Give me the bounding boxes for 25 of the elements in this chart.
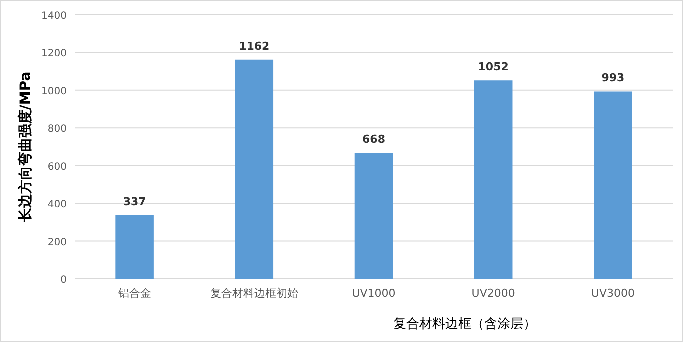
y-tick-label: 1200 (42, 48, 67, 60)
bar (594, 92, 632, 279)
x-tick-label: UV3000 (591, 287, 635, 300)
data-label: 337 (123, 195, 146, 208)
y-tick-label: 1400 (42, 11, 67, 22)
data-label: 993 (602, 72, 625, 85)
y-tick-label: 400 (48, 200, 67, 211)
y-tick-label: 1000 (42, 86, 67, 98)
y-axis-title: 长边方向弯曲强度/MPa (17, 72, 34, 224)
bar (235, 60, 274, 279)
x-tick-label: 复合材料边框初始 (210, 287, 298, 300)
data-label: 668 (362, 133, 386, 146)
x-axis-title: 复合材料边框（含涂层） (394, 317, 536, 332)
y-tick-label: 0 (60, 275, 67, 286)
bar (474, 80, 513, 279)
data-label: 1052 (478, 60, 509, 74)
y-tick-label: 800 (48, 124, 67, 136)
y-tick-label: 600 (48, 162, 67, 173)
x-tick-label: 铝合金 (117, 287, 152, 300)
y-tick-label: 200 (48, 237, 67, 248)
data-label: 1162 (239, 40, 270, 53)
x-tick-label: UV1000 (352, 287, 396, 300)
bar (354, 153, 394, 279)
bar (116, 215, 154, 279)
x-tick-label: UV2000 (472, 287, 516, 300)
